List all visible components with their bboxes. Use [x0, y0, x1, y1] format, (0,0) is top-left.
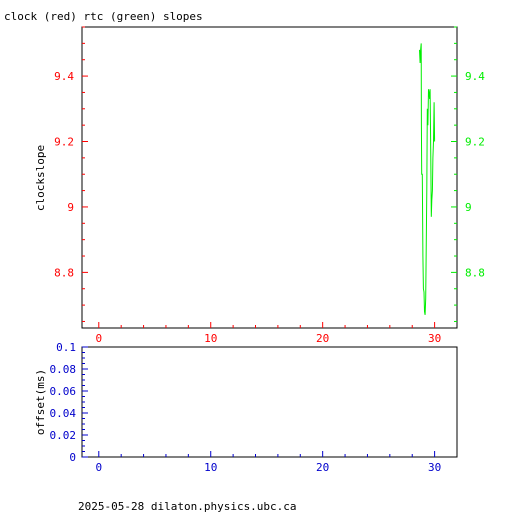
slopes-y-label: clockslope	[34, 145, 47, 211]
offset-x-tick-label: 0	[95, 461, 102, 474]
slopes-x-tick-label: 20	[316, 332, 329, 345]
slopes-y-tick-label-left: 9	[67, 201, 74, 214]
offset-x-axis: 0 10 20 30	[95, 451, 441, 474]
slopes-panel: 0 10 20 30 8.8 9 9.2 9.4 8.8 9 9.2 9.4 clockslope	[34, 26, 485, 345]
slopes-y-tick-label-right: 8.8	[465, 266, 485, 279]
offset-x-tick-label: 10	[204, 461, 217, 474]
offset-y-label: offset(ms)	[34, 369, 47, 435]
slopes-x-tick-label: 0	[95, 332, 102, 345]
slopes-series	[419, 43, 436, 315]
offset-x-tick-label: 20	[316, 461, 329, 474]
offset-y-axis: 0 0.02 0.04 0.06 0.08 0.1	[50, 341, 88, 464]
slopes-y-axis-left: 8.8 9 9.2 9.4	[54, 26, 88, 322]
slopes-y-axis-right: 8.8 9 9.2 9.4	[451, 26, 485, 322]
slopes-y-tick-label-right: 9.4	[465, 70, 485, 83]
slopes-x-tick-label: 10	[204, 332, 217, 345]
offset-panel: 0 10 20 30 0 0.02 0.04 0.06 0.08 0.1 offset(ms)	[34, 341, 458, 474]
slopes-y-tick-label-right: 9.2	[465, 136, 485, 149]
offset-y-tick-label: 0.08	[50, 363, 77, 376]
footer-text: 2025-05-28 dilaton.physics.ubc.ca	[78, 500, 297, 512]
slopes-y-tick-label-left: 9.4	[54, 70, 74, 83]
slopes-x-tick-label: 30	[428, 332, 441, 345]
slopes-y-tick-label-left: 8.8	[54, 266, 74, 279]
slopes-series-line-green	[419, 43, 436, 315]
offset-plot-frame	[81, 346, 458, 458]
slopes-plot-frame	[81, 26, 458, 329]
slopes-x-axis: 0 10 20 30	[95, 322, 441, 345]
slopes-y-tick-label-right: 9	[465, 201, 472, 214]
offset-y-tick-label: 0.04	[50, 407, 77, 420]
chart-title: clock (red) rtc (green) slopes	[4, 10, 203, 23]
offset-y-tick-label: 0.1	[56, 341, 76, 354]
offset-y-tick-label: 0	[69, 451, 76, 464]
slopes-y-tick-label-left: 9.2	[54, 136, 74, 149]
offset-x-tick-label: 30	[428, 461, 441, 474]
offset-y-tick-label: 0.02	[50, 429, 77, 442]
offset-y-tick-label: 0.06	[50, 385, 77, 398]
